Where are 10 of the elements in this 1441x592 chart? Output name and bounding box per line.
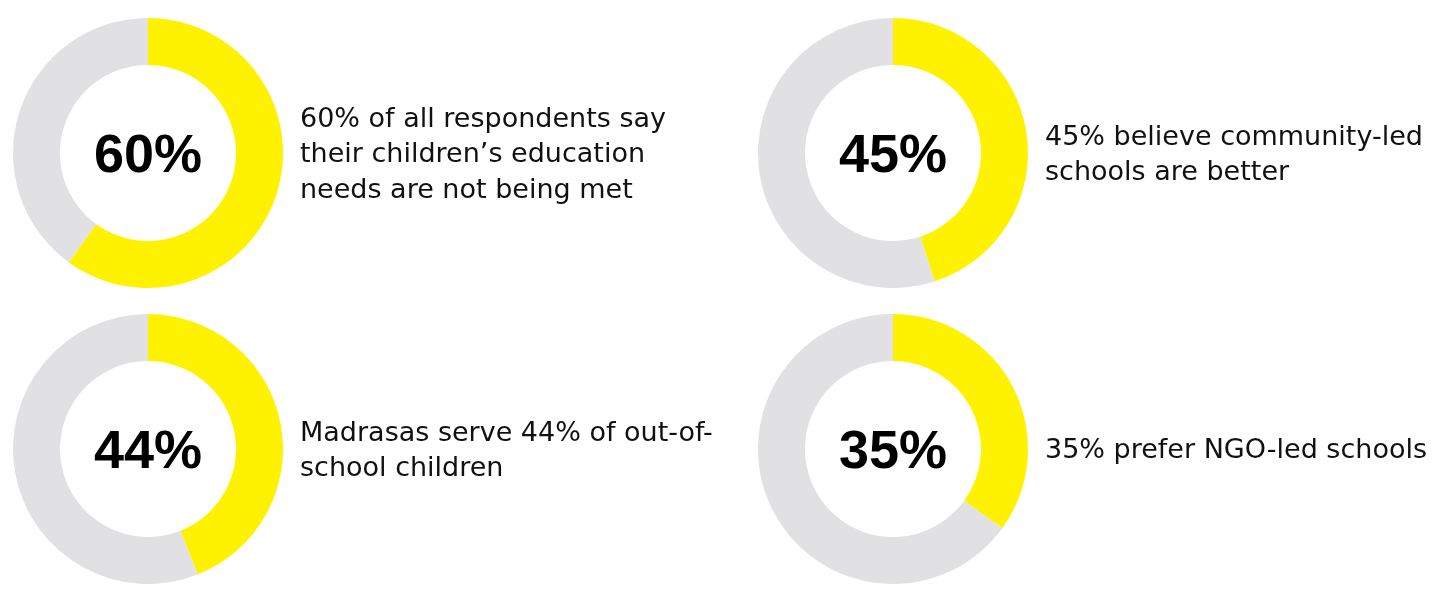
text: 45%: [837, 122, 949, 185]
text: 44%: [92, 418, 204, 481]
text: 60% of all respondents say their children’s education needs are not being met: [300, 101, 667, 206]
donut-slice: [758, 314, 1003, 584]
donut-slice: [68, 18, 283, 288]
text: 60%: [92, 122, 204, 185]
text: 35%: [837, 418, 949, 481]
text: Madrasas serve 44% of out-of-school children: [300, 414, 714, 484]
text: 35% prefer NGO-led schools: [1045, 432, 1428, 467]
text: 45% believe community-led schools are better: [1045, 118, 1424, 188]
